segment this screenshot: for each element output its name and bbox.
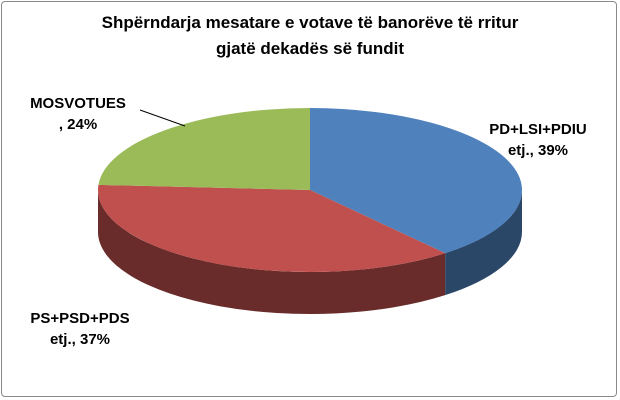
slice-side (445, 190, 522, 296)
label-category: MOSVOTUES (30, 95, 126, 112)
leader-line (139, 109, 186, 127)
label-value: , 24% (58, 116, 98, 133)
slice (98, 108, 310, 190)
label-category: PS+PSD+PDS etj. (30, 310, 130, 348)
slice-side (98, 190, 446, 314)
label-value: , 37% (71, 331, 111, 348)
label-value: , 39% (529, 142, 569, 159)
slice (98, 184, 446, 272)
label-category: PD+LSI+PDIU etj. (489, 121, 587, 159)
slice-label: MOSVOTUES , 24% (28, 93, 128, 135)
slice-label: PD+LSI+PDIU etj., 39% (478, 119, 598, 161)
chart-title: Shpërndarja mesatare e votave të banorëv… (101, 13, 519, 58)
slice-label: PS+PSD+PDS etj., 37% (20, 308, 140, 350)
slice (310, 108, 522, 254)
